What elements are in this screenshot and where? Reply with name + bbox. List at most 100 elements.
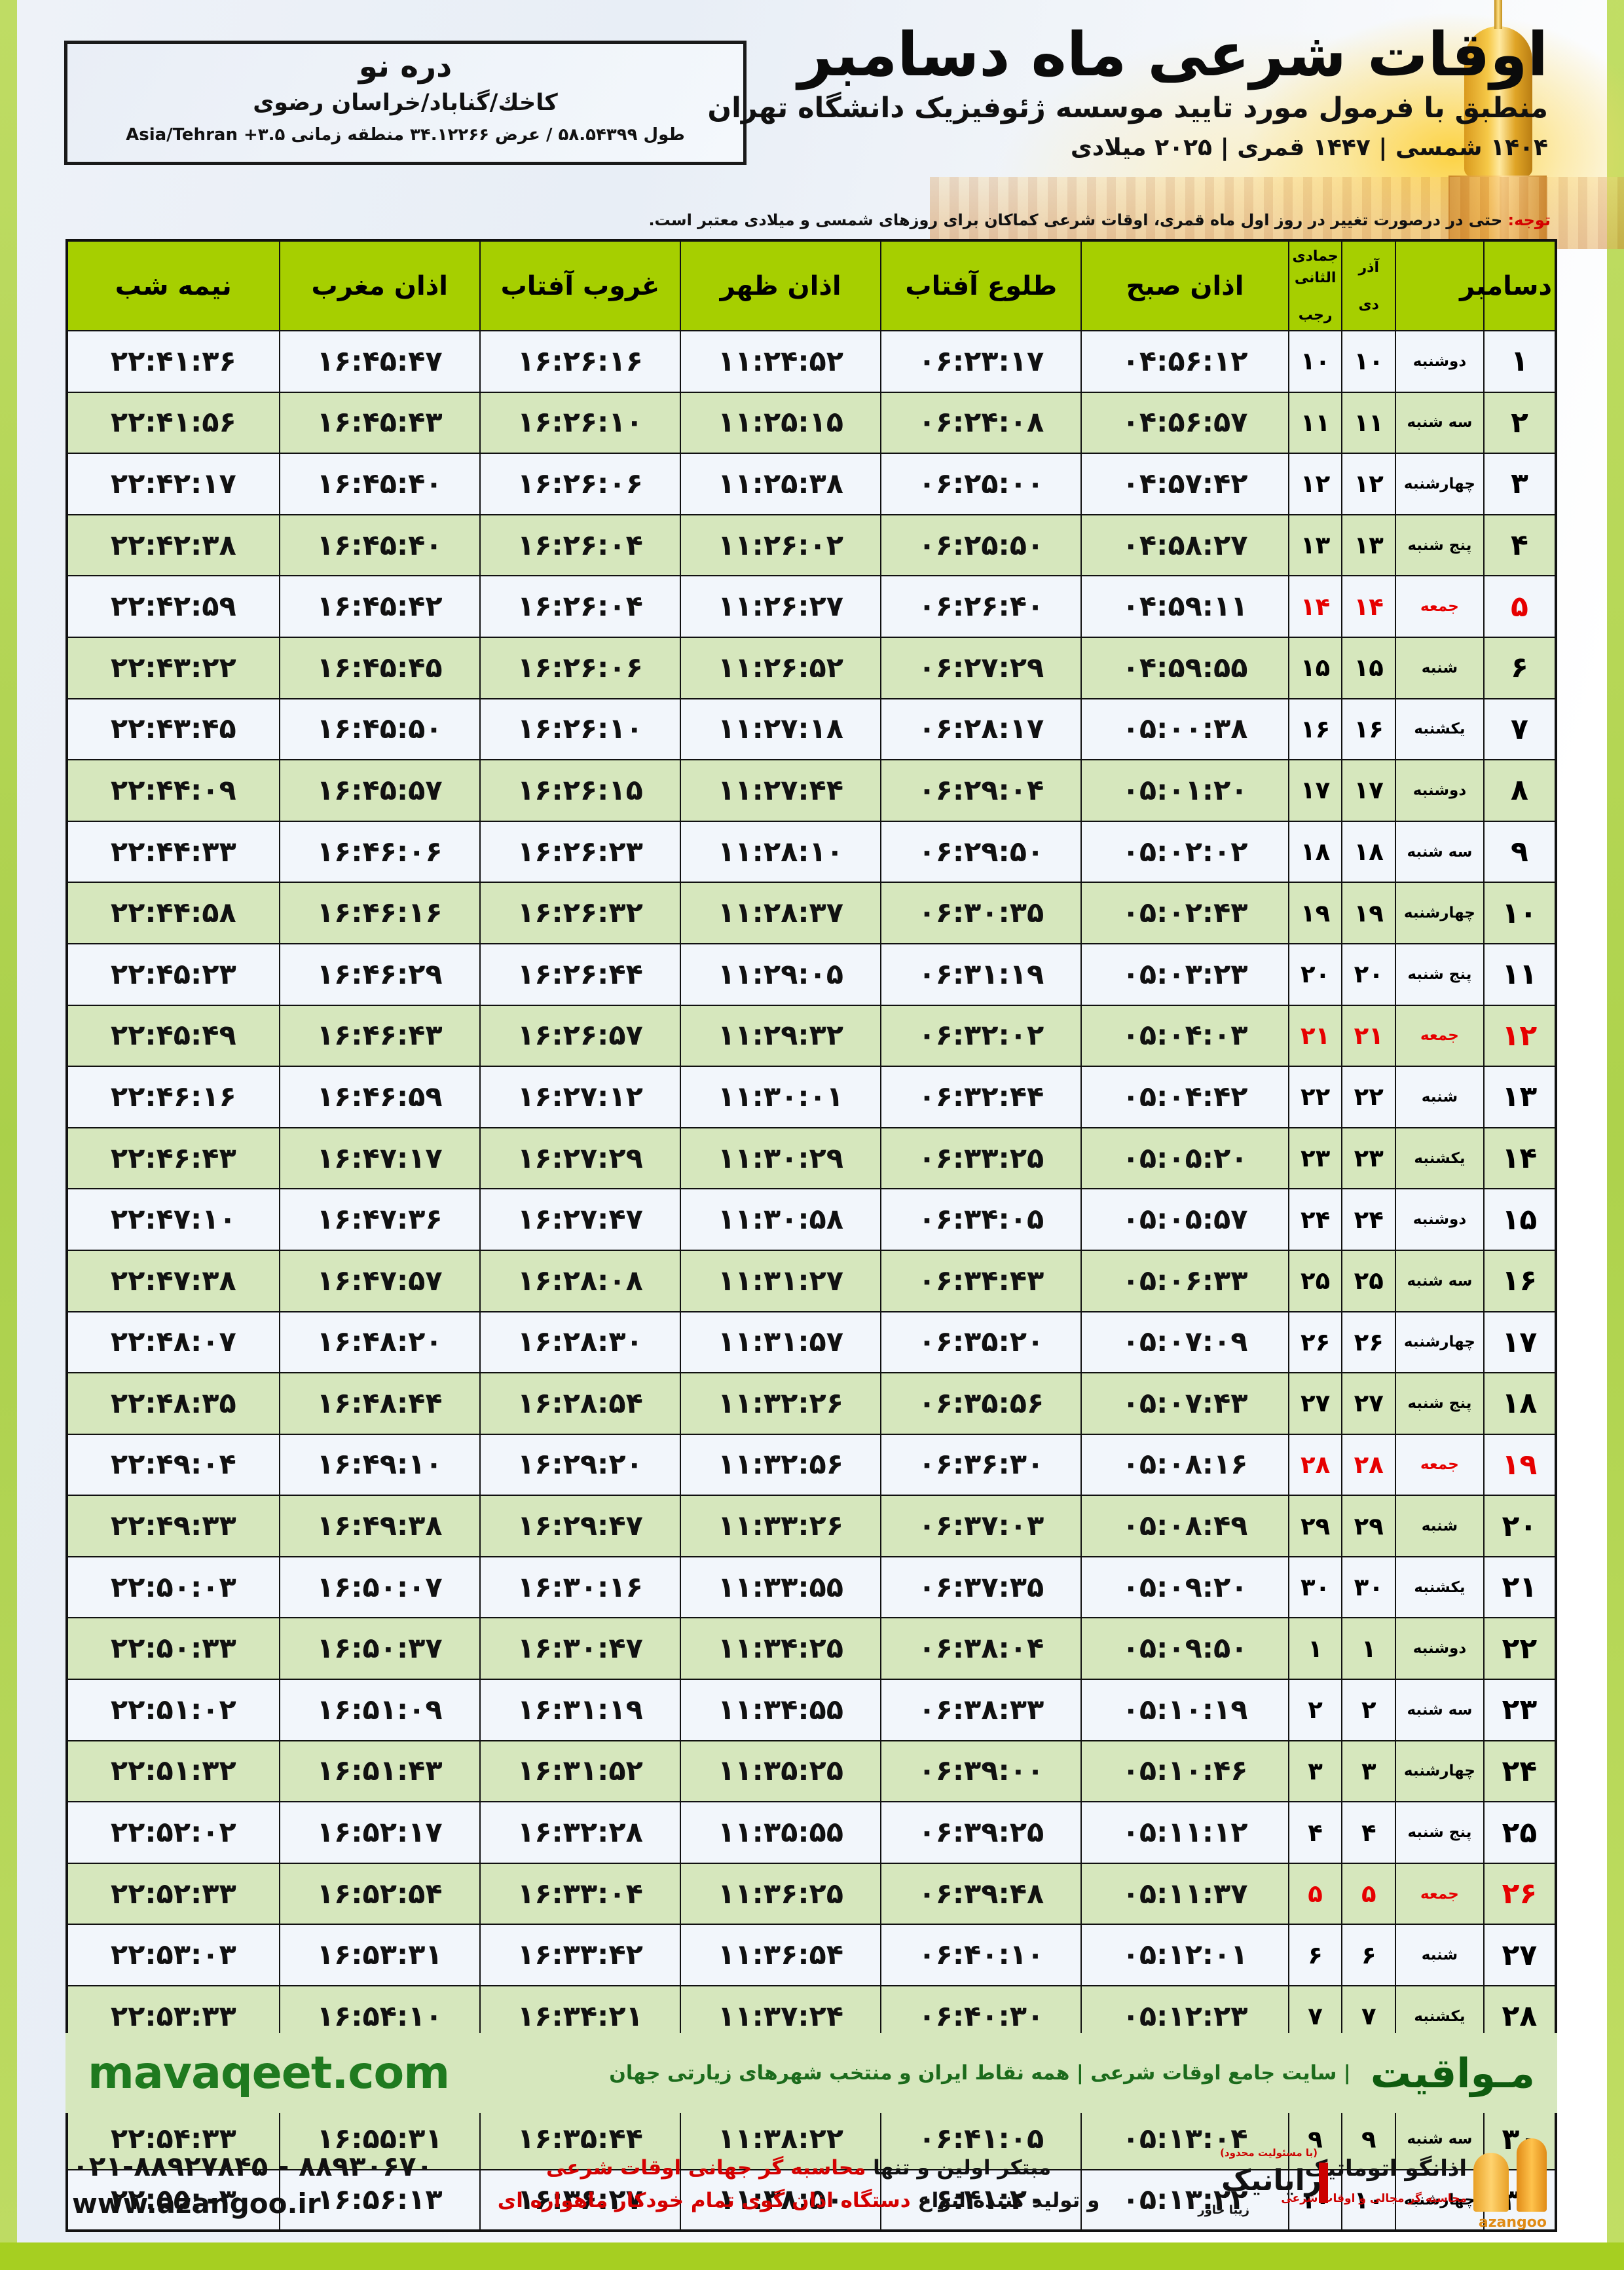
- table-cell-hijri: ۱۳: [1287, 513, 1343, 577]
- table-cell-hijri: ۱۷: [1287, 759, 1343, 822]
- table-cell-maghreb: ۱۶:۵۱:۴۳: [278, 1740, 481, 1803]
- table-header-row: دسامبر آذر دی جمادی الثانی رجب اذان صبح …: [66, 240, 1557, 331]
- table-cell-gregorian: ۱۱: [1483, 942, 1557, 1006]
- table-cell-fajr: ۰۵:۰۹:۲۰: [1080, 1555, 1289, 1619]
- footer-slogan-line-1: مبتکر اولین و تنها محاسبه گر جهانی اوقات…: [433, 2152, 1164, 2185]
- table-cell-midnight: ۲۲:۵۰:۳۳: [66, 1617, 280, 1681]
- table-cell-fajr: ۰۵:۱۳:۲۲: [1080, 2168, 1289, 2232]
- table-cell-shamsi: ۲۵: [1341, 1249, 1397, 1312]
- table-cell-fajr: ۰۴:۵۹:۱۱: [1080, 575, 1289, 638]
- table-cell-shamsi: ۶: [1341, 1924, 1397, 1987]
- table-cell-noon: ۱۱:۲۷:۱۸: [680, 698, 882, 761]
- table-cell-shamsi: ۲۶: [1341, 1311, 1397, 1374]
- table-cell-noon: ۱۱:۳۳:۵۵: [680, 1555, 882, 1619]
- table-cell-noon: ۱۱:۳۶:۲۵: [680, 1862, 882, 1926]
- table-cell-noon: ۱۱:۳۲:۵۶: [680, 1433, 882, 1497]
- table-cell-maghreb: ۱۶:۴۵:۴۷: [278, 330, 481, 393]
- table-cell-weekday: سه شنبه: [1395, 820, 1485, 884]
- table-cell-maghreb: ۱۶:۴۵:۵۰: [278, 698, 481, 761]
- table-cell-hijri: ۱۶: [1287, 698, 1343, 761]
- table-cell-sunrise: ۰۶:۲۹:۰۴: [880, 759, 1082, 822]
- table-cell-maghreb: ۱۶:۴۷:۳۶: [278, 1188, 481, 1251]
- table-cell-midnight: ۲۲:۴۷:۳۸: [66, 1249, 280, 1312]
- table-cell-shamsi: ۱۴: [1341, 575, 1397, 638]
- table-cell-sunset: ۱۶:۳۶:۲۷: [479, 2168, 682, 2232]
- table-cell-weekday: پنج شنبه: [1395, 513, 1485, 577]
- table-cell-sunrise: ۰۶:۳۱:۱۹: [880, 942, 1082, 1006]
- rayanic-logo-note: (با مسئولیت محدود): [1220, 2147, 1318, 2159]
- table-cell-weekday: سه شنبه: [1395, 1679, 1485, 1741]
- table-row: ۲۰ شنبه ۲۹ ۲۹ ۰۵:۰۸:۴۹ ۰۶:۳۷:۰۳ ۱۱:۳۳:۲۶ ۱۶:۲۹:…: [66, 1495, 1557, 1557]
- table-cell-shamsi: ۳: [1341, 1740, 1397, 1803]
- table-cell-fajr: ۰۴:۵۶:۱۲: [1080, 330, 1289, 393]
- page-title-block: اوقات شرعی ماه دسامبر منطبق با فرمول مور…: [703, 22, 1549, 161]
- table-cell-sunset: ۱۶:۳۰:۴۷: [479, 1617, 682, 1681]
- table-cell-fajr: ۰۴:۵۹:۵۵: [1080, 636, 1289, 699]
- table-row: ۲۱ یکشنبه ۳۰ ۳۰ ۰۵:۰۹:۲۰ ۰۶:۳۷:۳۵ ۱۱:۳۳:۵۵ ۱۶:۳…: [66, 1555, 1557, 1619]
- table-cell-hijri: ۱۲: [1287, 453, 1343, 515]
- column-header-sunset: غروب آفتاب: [479, 240, 682, 331]
- table-cell-maghreb: ۱۶:۴۶:۱۶: [278, 882, 481, 944]
- table-cell-noon: ۱۱:۲۵:۳۸: [680, 453, 882, 515]
- table-row: ۱۳ شنبه ۲۲ ۲۲ ۰۵:۰۴:۴۲ ۰۶:۳۲:۴۴ ۱۱:۳۰:۰۱ ۱۶:۲۷:…: [66, 1066, 1557, 1128]
- table-cell-noon: ۱۱:۳۵:۵۵: [680, 1801, 882, 1864]
- table-cell-noon: ۱۱:۳۴:۲۵: [680, 1617, 882, 1681]
- table-cell-weekday: شنبه: [1395, 1495, 1485, 1557]
- table-cell-maghreb: ۱۶:۴۷:۵۷: [278, 1249, 481, 1312]
- footer-slogan-1-black: مبتکر اولین و تنها: [873, 2156, 1052, 2180]
- table-cell-gregorian: ۱۷: [1483, 1311, 1557, 1374]
- table-cell-sunrise: ۰۶:۲۸:۱۷: [880, 698, 1082, 761]
- table-cell-weekday: پنج شنبه: [1395, 942, 1485, 1006]
- table-cell-fajr: ۰۵:۰۸:۴۹: [1080, 1495, 1289, 1557]
- table-cell-fajr: ۰۵:۰۴:۰۳: [1080, 1004, 1289, 1068]
- table-cell-noon: ۱۱:۲۸:۱۰: [680, 820, 882, 884]
- table-row: ۲۲ دوشنبه ۱ ۱ ۰۵:۰۹:۵۰ ۰۶:۳۸:۰۴ ۱۱:۳۴:۲۵ ۱۶:۳۰:…: [66, 1617, 1557, 1681]
- table-cell-sunset: ۱۶:۳۵:۴۴: [479, 2108, 682, 2170]
- table-cell-sunset: ۱۶:۲۶:۵۷: [479, 1004, 682, 1068]
- table-cell-noon: ۱۱:۲۷:۴۴: [680, 759, 882, 822]
- table-cell-weekday: جمعه: [1395, 1433, 1485, 1497]
- table-cell-noon: ۱۱:۲۸:۳۷: [680, 882, 882, 944]
- table-cell-midnight: ۲۲:۴۳:۲۲: [66, 636, 280, 699]
- table-cell-noon: ۱۱:۲۹:۳۲: [680, 1004, 882, 1068]
- table-cell-midnight: ۲۲:۴۴:۰۹: [66, 759, 280, 822]
- table-cell-fajr: ۰۵:۰۶:۳۳: [1080, 1249, 1289, 1312]
- table-cell-noon: ۱۱:۳۳:۲۶: [680, 1495, 882, 1557]
- table-cell-maghreb: ۱۶:۴۶:۵۹: [278, 1066, 481, 1128]
- table-cell-gregorian: ۲۵: [1483, 1801, 1557, 1864]
- table-cell-midnight: ۲۲:۴۲:۱۷: [66, 453, 280, 515]
- note-line: توجه: حتی در درصورت تغییر در روز اول ماه…: [503, 211, 1551, 229]
- table-cell-sunset: ۱۶:۲۶:۲۳: [479, 820, 682, 884]
- table-row: ۱۱ پنج شنبه ۲۰ ۲۰ ۰۵:۰۳:۲۳ ۰۶:۳۱:۱۹ ۱۱:۲۹:۰۵ ۱۶…: [66, 942, 1557, 1006]
- table-cell-hijri: ۱۵: [1287, 636, 1343, 699]
- table-cell-noon: ۱۱:۳۶:۵۴: [680, 1924, 882, 1987]
- table-cell-sunset: ۱۶:۲۶:۰۶: [479, 453, 682, 515]
- table-cell-noon: ۱۱:۳۲:۲۶: [680, 1372, 882, 1435]
- table-cell-sunrise: ۰۶:۳۴:۰۵: [880, 1188, 1082, 1251]
- table-cell-maghreb: ۱۶:۵۵:۳۱: [278, 2108, 481, 2170]
- table-cell-sunset: ۱۶:۲۸:۵۴: [479, 1372, 682, 1435]
- table-cell-shamsi: ۱۵: [1341, 636, 1397, 699]
- table-cell-sunset: ۱۶:۲۶:۳۲: [479, 882, 682, 944]
- table-cell-hijri: ۳: [1287, 1740, 1343, 1803]
- table-cell-shamsi: ۲۷: [1341, 1372, 1397, 1435]
- brand-website-url[interactable]: mavaqeet.com: [88, 2047, 450, 2099]
- table-row: ۹ سه شنبه ۱۸ ۱۸ ۰۵:۰۲:۰۲ ۰۶:۲۹:۵۰ ۱۱:۲۸:۱۰ ۱۶:۲…: [66, 820, 1557, 884]
- table-cell-weekday: چهارشنبه: [1395, 1740, 1485, 1803]
- table-row: ۷ یکشنبه ۱۶ ۱۶ ۰۵:۰۰:۳۸ ۰۶:۲۸:۱۷ ۱۱:۲۷:۱۸ ۱۶:۲۶…: [66, 698, 1557, 761]
- table-cell-hijri: ۲۸: [1287, 1433, 1343, 1497]
- table-row: ۳۱چهارشنبه۱۰۱۰۰۵:۱۳:۲۲۰۶:۴۱:۲۰۱۱:۳۸:۵۰۱۶…: [66, 2168, 1557, 2232]
- table-cell-midnight: ۲۲:۴۲:۵۹: [66, 575, 280, 638]
- table-cell-midnight: ۲۲:۴۶:۴۳: [66, 1126, 280, 1190]
- table-cell-maghreb: ۱۶:۵۲:۱۷: [278, 1801, 481, 1864]
- footer-website[interactable]: www.azangoo.ir: [72, 2187, 321, 2220]
- table-cell-noon: ۱۱:۳۰:۲۹: [680, 1126, 882, 1190]
- table-cell-fajr: ۰۵:۱۰:۴۶: [1080, 1740, 1289, 1803]
- table-cell-fajr: ۰۵:۰۷:۴۳: [1080, 1372, 1289, 1435]
- table-cell-midnight: ۲۲:۵۰:۰۳: [66, 1555, 280, 1619]
- table-row: ۲۶ جمعه ۵ ۵ ۰۵:۱۱:۳۷ ۰۶:۳۹:۴۸ ۱۱:۳۶:۲۵ ۱۶:۳۳:۰۴…: [66, 1862, 1557, 1926]
- table-cell-sunrise: ۰۶:۳۸:۳۳: [880, 1679, 1082, 1741]
- table-row: ۲ سه شنبه ۱۱ ۱۱ ۰۴:۵۶:۵۷ ۰۶:۲۴:۰۸ ۱۱:۲۵:۱۵ ۱۶:۲…: [66, 391, 1557, 455]
- table-cell-shamsi: ۱۷: [1341, 759, 1397, 822]
- table-cell-shamsi: ۲۲: [1341, 1066, 1397, 1128]
